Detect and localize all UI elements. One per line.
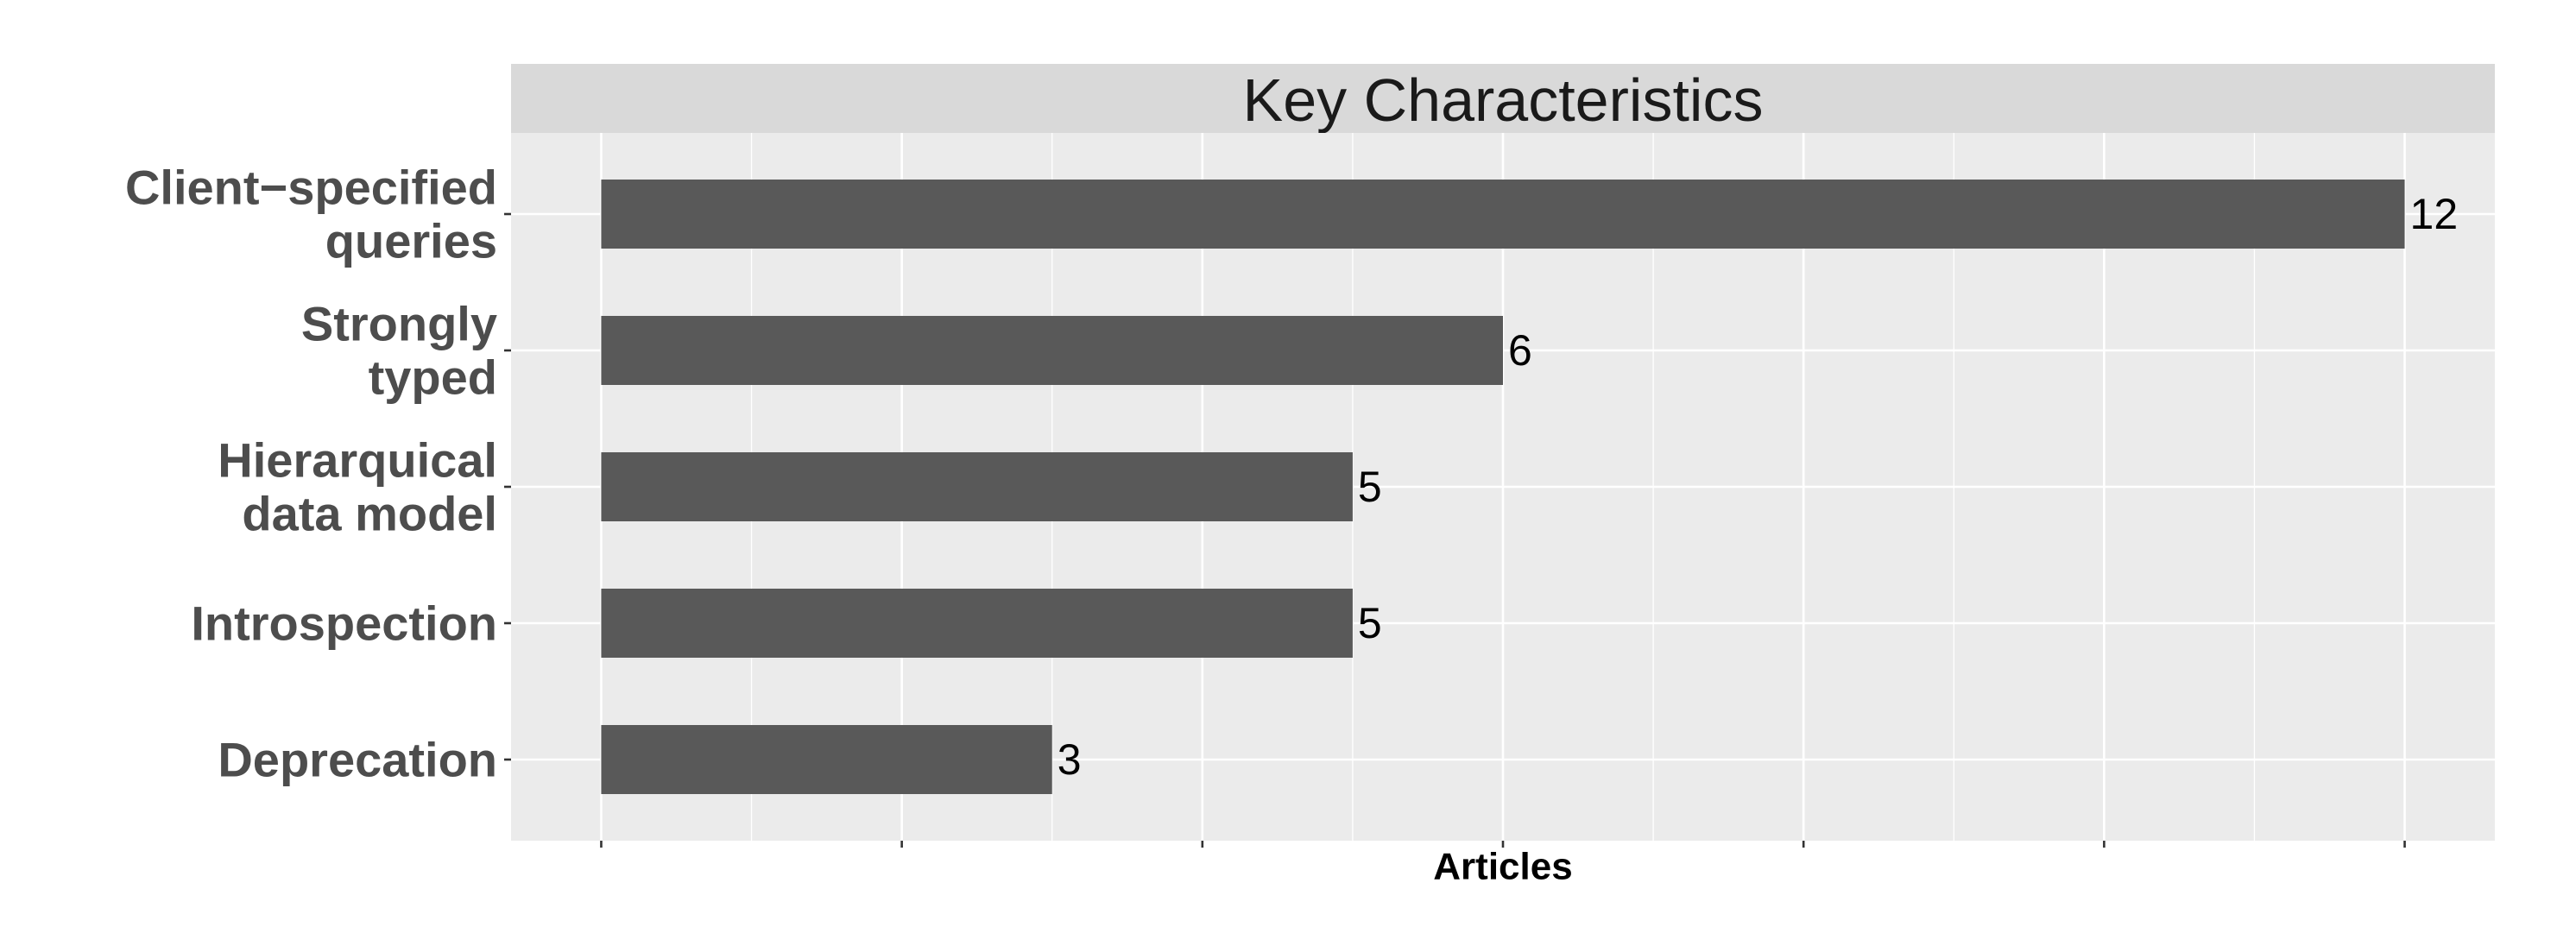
bar — [601, 180, 2405, 249]
bar — [601, 589, 1353, 658]
category-label: Client−specified queries — [125, 161, 497, 268]
category-labels: Client−specified queries Strongly typed Hier… — [125, 161, 497, 787]
category-label: Deprecation — [218, 733, 497, 787]
chart-title: Key Characteristics — [1243, 66, 1764, 134]
bar-value-label: 6 — [1508, 326, 1532, 375]
bar-value-label: 5 — [1358, 599, 1382, 647]
category-label: Introspection — [191, 596, 497, 651]
bar — [601, 452, 1353, 521]
bars — [601, 180, 2405, 794]
bar-value-label: 5 — [1358, 463, 1382, 511]
category-label: Hierarquical data model — [218, 433, 497, 541]
axis-ticks — [504, 212, 2406, 848]
bar — [601, 316, 1503, 385]
category-label: Strongly typed — [301, 297, 497, 405]
bar — [601, 725, 1052, 794]
bar-value-label: 3 — [1058, 735, 1082, 784]
title-strip — [511, 64, 2495, 133]
bar-value-label: 12 — [2410, 190, 2459, 238]
data-labels: 12 6 5 5 3 — [1058, 190, 2458, 784]
x-axis-title: Articles — [1433, 846, 1572, 888]
